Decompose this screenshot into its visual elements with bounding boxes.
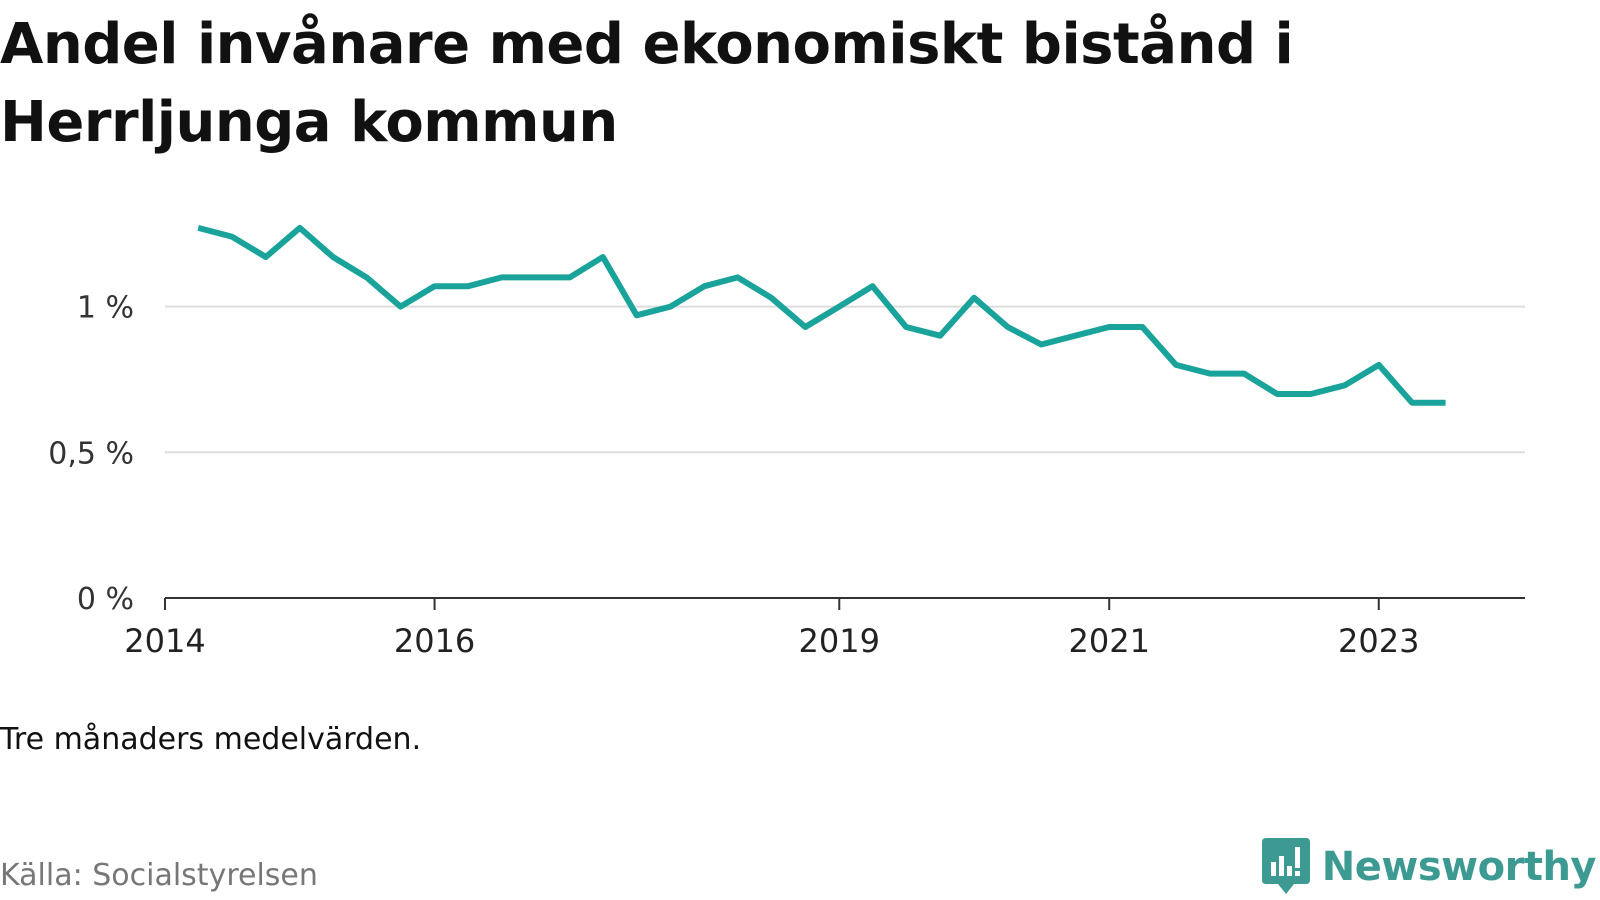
newsworthy-logo-icon (1261, 838, 1310, 894)
brand-name: Newsworthy (1321, 844, 1597, 890)
gridlines (165, 305, 1525, 454)
x-tick-label: 2021 (1068, 622, 1149, 660)
source-credit: Källa: Socialstyrelsen (0, 858, 318, 893)
x-tick-label: 2023 (1338, 622, 1419, 660)
x-axis: 2014 2016 2019 2021 2023 (124, 597, 1525, 660)
data-series (197, 224, 1446, 406)
y-tick-label: 1 % (77, 291, 134, 326)
x-tick-label: 2016 (394, 622, 475, 660)
y-axis-labels: 0 % 0,5 % 1 % (48, 291, 134, 617)
brand-logo: Newsworthy (1261, 838, 1597, 896)
chart-note: Tre månaders medelvärden. (0, 722, 422, 757)
x-tick-label: 2019 (799, 622, 880, 660)
line-chart: 2014 2016 2019 2021 2023 0 % 0,5 % 1 % (48, 224, 1525, 660)
chart-title: Andel invånare med ekonomiskt bistånd i … (0, 12, 1294, 155)
x-tick-label: 2014 (124, 622, 205, 660)
y-tick-label: 0 % (77, 582, 134, 617)
series-line (197, 224, 1446, 406)
y-tick-label: 0,5 % (48, 436, 134, 471)
